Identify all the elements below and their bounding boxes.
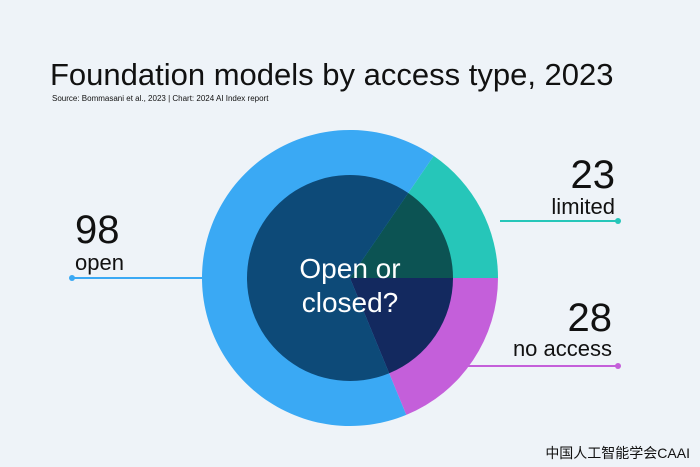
value-label: 28 xyxy=(568,296,613,340)
category-label: limited xyxy=(551,194,615,219)
category-label: no access xyxy=(513,336,612,361)
leader-dot xyxy=(615,363,621,369)
chart-subtitle: Source: Bommasani et al., 2023 | Chart: … xyxy=(52,94,269,103)
leader-dot xyxy=(615,218,621,224)
inner-slice xyxy=(350,278,453,374)
inner-slice xyxy=(350,193,453,278)
value-label: 98 xyxy=(75,208,120,252)
category-label: open xyxy=(75,250,124,275)
watermark: 中国人工智能学会CAAI xyxy=(545,445,690,461)
inner-slice xyxy=(247,175,409,381)
value-label: 23 xyxy=(571,153,616,197)
center-label: Open or xyxy=(299,253,400,284)
center-label: closed? xyxy=(302,287,399,318)
chart-title: Foundation models by access type, 2023 xyxy=(50,57,614,92)
leader-dot xyxy=(69,275,75,281)
